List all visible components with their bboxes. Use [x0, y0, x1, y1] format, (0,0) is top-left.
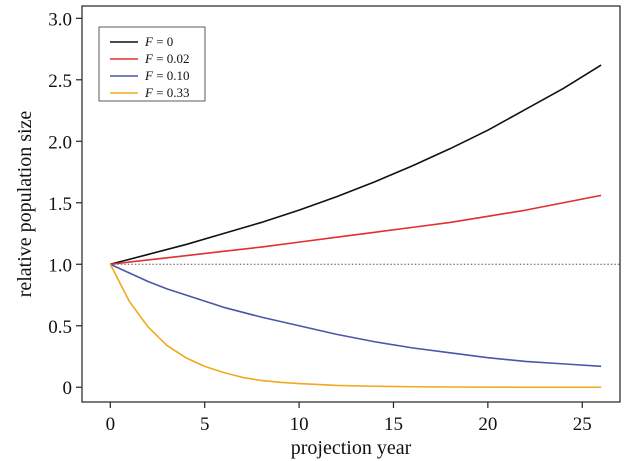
- y-tick-label: 1.0: [48, 255, 72, 276]
- legend-value: = 0.02: [153, 51, 190, 66]
- x-tick-label: 0: [106, 414, 116, 435]
- x-tick-label: 5: [200, 414, 210, 435]
- y-tick-label: 2.0: [48, 132, 72, 153]
- x-tick-label: 25: [573, 414, 592, 435]
- legend-value: = 0.33: [153, 85, 190, 100]
- x-tick-label: 15: [384, 414, 403, 435]
- y-tick-label: 0: [63, 378, 73, 399]
- x-axis-ticks: 0 5 10 15 20 25: [106, 402, 592, 435]
- series-line-2: [110, 264, 601, 366]
- legend-label: F = 0.33: [144, 85, 190, 100]
- series-line-3: [110, 264, 601, 387]
- legend-value: = 0.10: [153, 68, 190, 83]
- y-tick-label: 2.5: [48, 71, 72, 92]
- legend-value: = 0: [153, 34, 173, 49]
- series-layer: [110, 65, 601, 387]
- legend-label: F = 0.10: [144, 68, 190, 83]
- x-axis-title: projection year: [291, 437, 412, 459]
- y-axis-ticks: 0 0.5 1.0 1.5 2.0 2.5 3.0: [48, 9, 82, 399]
- y-tick-label: 3.0: [48, 9, 72, 30]
- legend-label: F = 0.02: [144, 51, 190, 66]
- y-axis-title: relative population size: [14, 111, 36, 298]
- series-line-1: [110, 195, 601, 264]
- legend-label: F = 0: [144, 34, 173, 49]
- x-tick-label: 20: [478, 414, 497, 435]
- legend: F = 0 F = 0.02 F = 0.10 F = 0.33: [99, 27, 205, 101]
- y-tick-label: 1.5: [48, 194, 72, 215]
- y-tick-label: 0.5: [48, 317, 72, 338]
- x-tick-label: 10: [290, 414, 309, 435]
